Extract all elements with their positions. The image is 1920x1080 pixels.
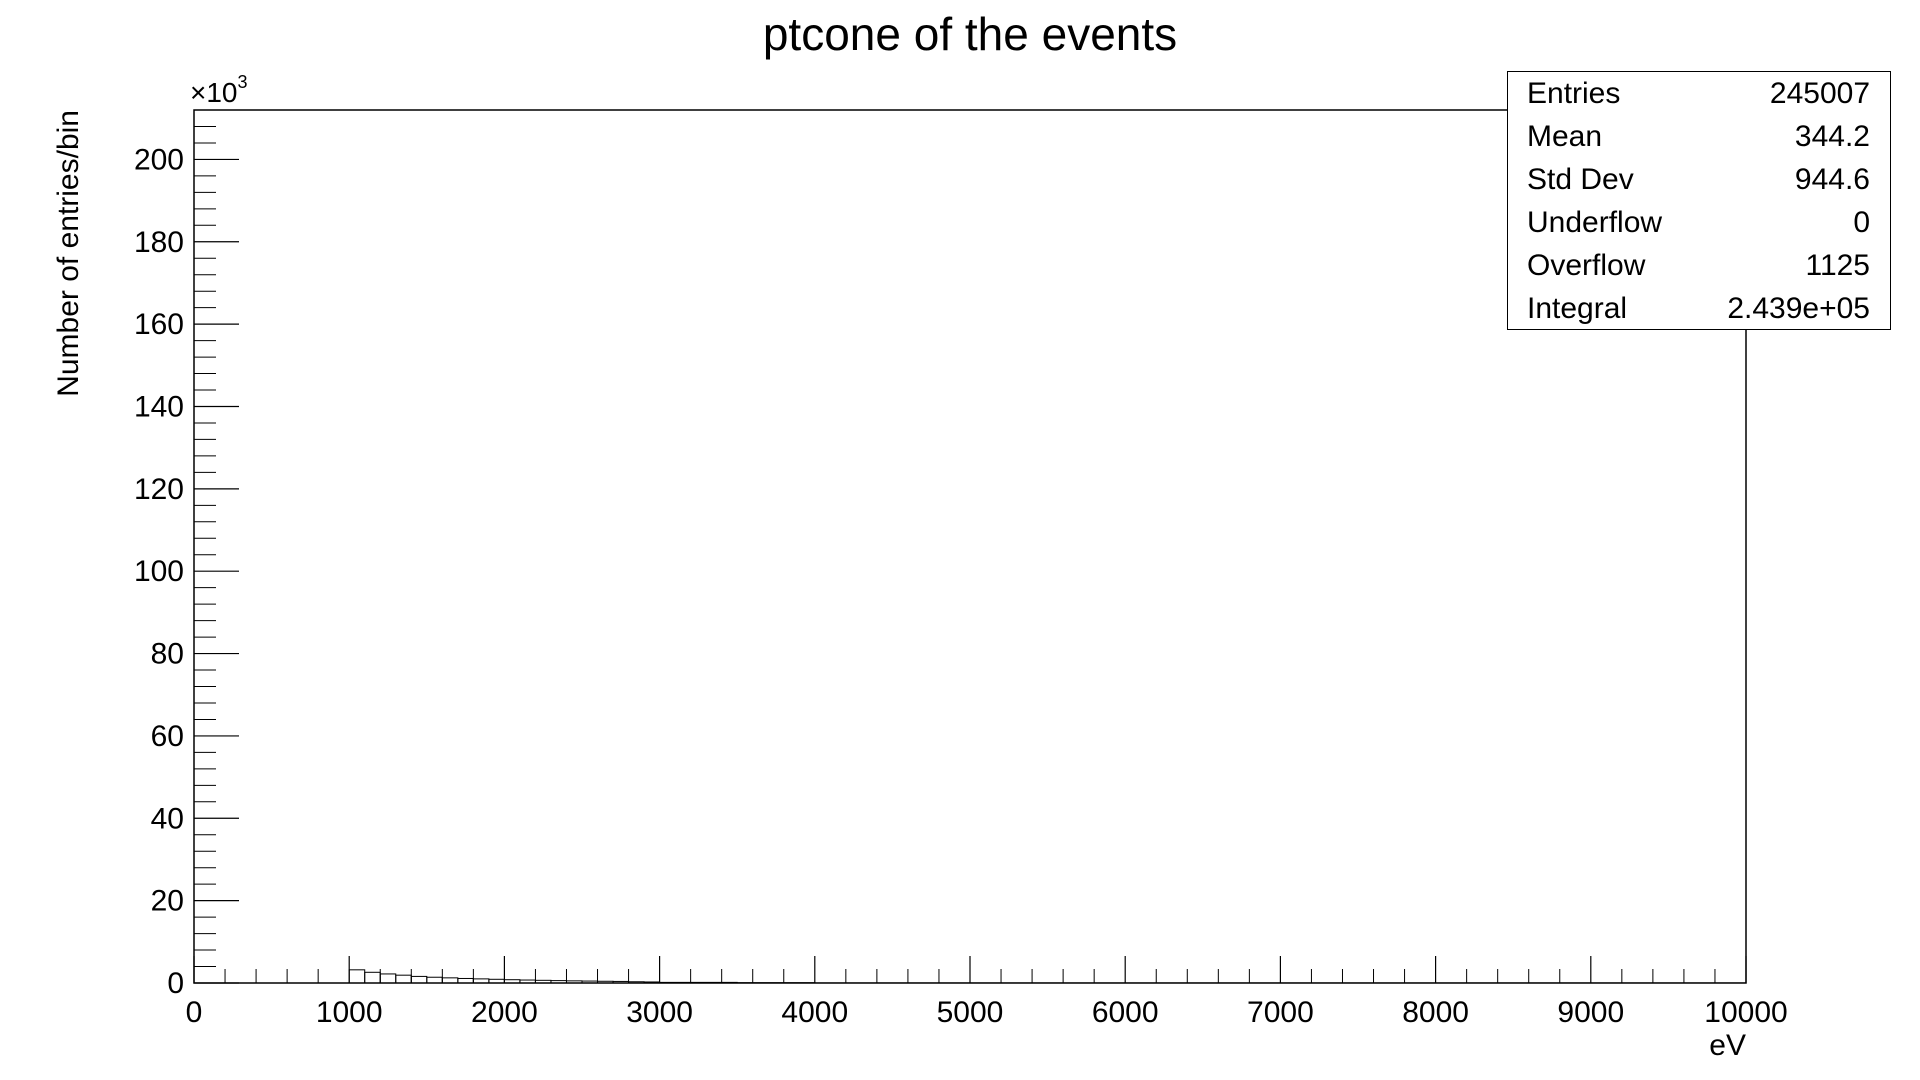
y-tick-label: 100 [134, 555, 184, 588]
x-tick-label: 9000 [1557, 996, 1624, 1029]
x-tick-label: 8000 [1402, 996, 1469, 1029]
histogram-bin [581, 980, 599, 984]
x-tick-label: 7000 [1247, 996, 1314, 1029]
stat-label: Overflow [1527, 249, 1646, 282]
histogram-bin [565, 980, 583, 984]
y-axis-label: Number of entries/bin [52, 110, 85, 397]
x-tick-label: 4000 [781, 996, 848, 1029]
stat-value: 344.2 [1794, 120, 1870, 153]
histogram-bin [379, 973, 397, 984]
histogram-bins [348, 969, 1747, 984]
histogram-bin [426, 976, 443, 984]
x-tick-label: 0 [186, 996, 203, 1029]
stat-row: Std Dev 944.6 [1508, 158, 1890, 201]
stat-value: 245007 [1769, 77, 1870, 110]
stat-value: 1125 [1805, 249, 1870, 282]
y-multiplier-exponent: 3 [238, 72, 248, 92]
histogram-bin [348, 969, 366, 984]
y-axis-ticks: 0 20 40 60 80 100 120 140 160 180 200 [134, 125, 239, 1000]
x-tick-label: 10000 [1704, 996, 1787, 1029]
histogram-bin [534, 979, 552, 984]
histogram-bin [612, 980, 630, 984]
y-tick-label: 140 [134, 390, 184, 423]
y-tick-label: 20 [151, 885, 184, 918]
histogram-bin [503, 979, 521, 984]
y-tick-label: 80 [151, 638, 184, 671]
stat-row: Mean 344.2 [1508, 115, 1890, 158]
stats-box: Entries 245007 Mean 344.2 Std Dev 944.6 Underf… [1507, 71, 1891, 330]
stat-label: Mean [1527, 120, 1603, 153]
stat-row: Integral 2.439e+05 [1508, 287, 1890, 330]
stat-value: 0 [1853, 206, 1870, 239]
histogram-bin [364, 971, 381, 984]
histogram-bin [550, 980, 567, 984]
stat-label: Entries [1527, 77, 1621, 110]
y-tick-label: 0 [167, 967, 184, 1000]
y-tick-label: 120 [134, 473, 184, 506]
x-tick-label: 2000 [471, 996, 538, 1029]
y-tick-label: 200 [134, 143, 184, 176]
stat-label: Underflow [1527, 206, 1663, 239]
stat-row: Underflow 0 [1508, 201, 1890, 244]
histogram-bin [597, 980, 614, 984]
y-multiplier-label: ×103 [190, 72, 248, 108]
x-axis-ticks: 0 1000 2000 3000 4000 5000 6000 7000 8000 9000 100… [186, 956, 1788, 1029]
histogram-bin [441, 977, 459, 984]
x-tick-label: 3000 [626, 996, 693, 1029]
y-tick-label: 60 [151, 720, 184, 753]
x-tick-label: 6000 [1092, 996, 1159, 1029]
chart-title: ptcone of the events [763, 8, 1177, 60]
stat-value: 2.439e+05 [1727, 292, 1870, 325]
histogram-bin [410, 975, 428, 984]
y-tick-label: 160 [134, 308, 184, 341]
histogram-bin [659, 981, 738, 984]
x-tick-label: 1000 [316, 996, 383, 1029]
x-tick-label: 5000 [937, 996, 1004, 1029]
stat-row: Overflow 1125 [1508, 244, 1890, 287]
y-tick-label: 180 [134, 226, 184, 259]
histogram-bin [519, 979, 536, 984]
x-axis-label: eV [1709, 1029, 1746, 1062]
y-tick-label: 40 [151, 802, 184, 835]
stat-row: Entries 245007 [1508, 72, 1890, 115]
histogram-bin [395, 974, 412, 984]
stat-label: Std Dev [1527, 163, 1634, 196]
stat-value: 944.6 [1794, 163, 1870, 196]
stat-label: Integral [1527, 292, 1628, 325]
